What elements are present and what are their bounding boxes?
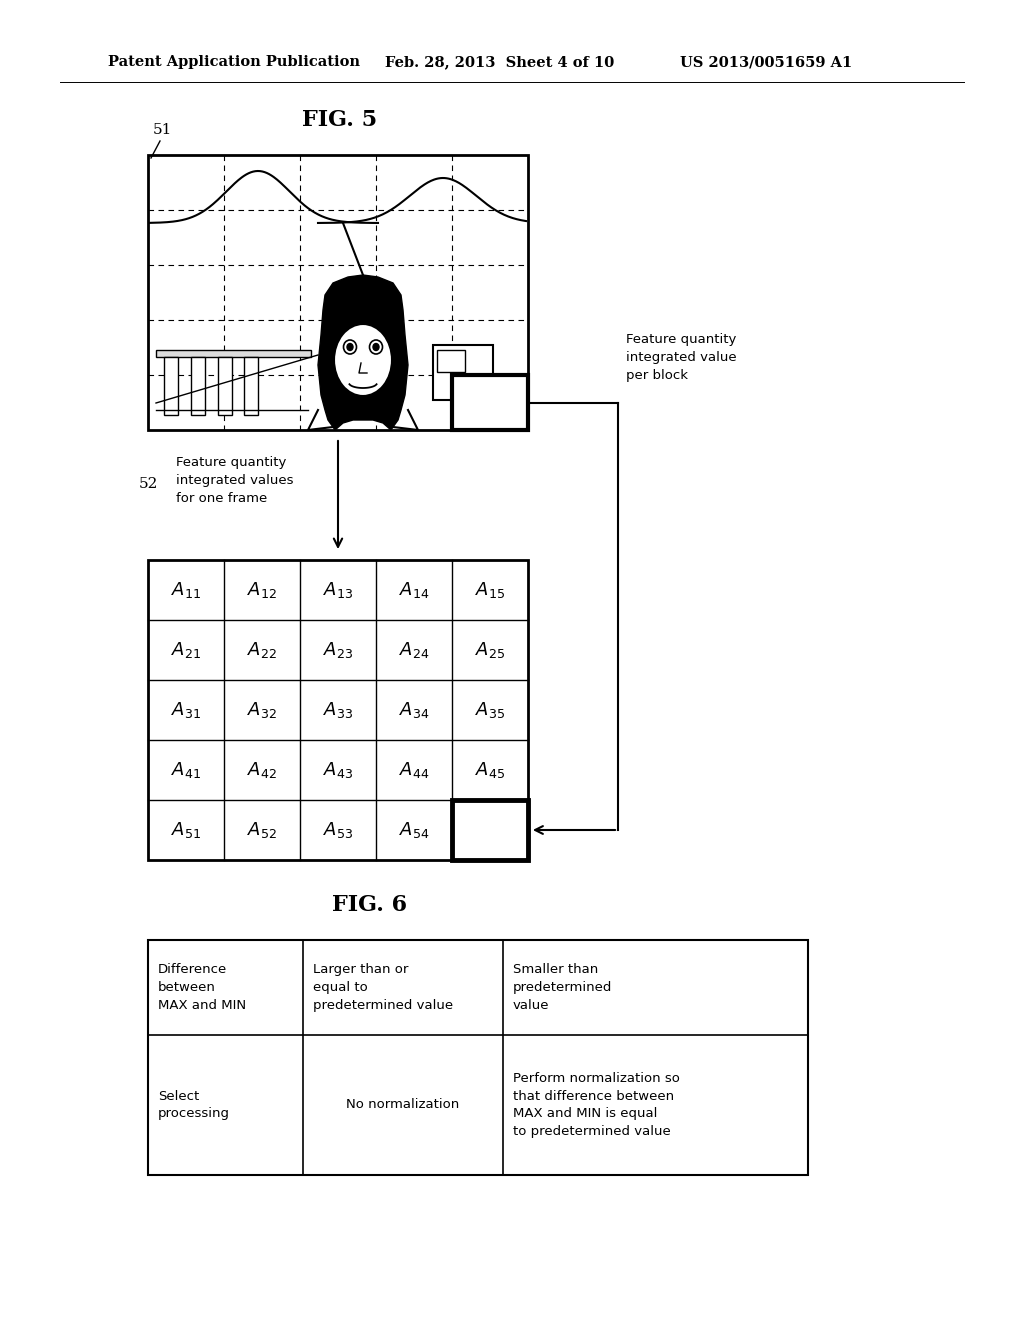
Text: $A_{41}$: $A_{41}$ [171, 760, 201, 780]
Ellipse shape [370, 341, 383, 354]
Text: $A_{32}$: $A_{32}$ [247, 700, 278, 719]
Text: FIG. 6: FIG. 6 [333, 894, 408, 916]
Text: $A_{44}$: $A_{44}$ [398, 760, 429, 780]
Text: Feb. 28, 2013  Sheet 4 of 10: Feb. 28, 2013 Sheet 4 of 10 [385, 55, 614, 69]
Text: Feature quantity
integrated values
for one frame: Feature quantity integrated values for o… [176, 455, 294, 506]
Text: 51: 51 [153, 123, 172, 137]
Text: $A_{21}$: $A_{21}$ [171, 640, 201, 660]
Text: $A_{53}$: $A_{53}$ [323, 820, 353, 840]
Bar [437, 350, 465, 372]
Bar [191, 356, 205, 414]
Text: $A_{42}$: $A_{42}$ [247, 760, 278, 780]
Text: $A_{14}$: $A_{14}$ [398, 579, 429, 601]
Bar [244, 356, 258, 414]
Text: $A_{13}$: $A_{13}$ [323, 579, 353, 601]
Ellipse shape [373, 343, 379, 351]
Bar [148, 940, 808, 1175]
Bar [148, 154, 528, 430]
Text: Difference
between
MAX and MIN: Difference between MAX and MIN [158, 964, 246, 1012]
Text: $A_{34}$: $A_{34}$ [398, 700, 429, 719]
Text: $A_{31}$: $A_{31}$ [171, 700, 201, 719]
Bar [452, 375, 528, 430]
Text: $A_{51}$: $A_{51}$ [171, 820, 201, 840]
Bar [433, 345, 493, 400]
Text: $A_{35}$: $A_{35}$ [475, 700, 505, 719]
Text: $A_{55}$: $A_{55}$ [475, 820, 505, 840]
Text: $A_{43}$: $A_{43}$ [323, 760, 353, 780]
Text: 52: 52 [138, 477, 158, 491]
Text: $A_{25}$: $A_{25}$ [475, 640, 505, 660]
Text: $A_{52}$: $A_{52}$ [247, 820, 278, 840]
Text: $A_{15}$: $A_{15}$ [475, 579, 505, 601]
Bar [156, 350, 311, 356]
Bar [452, 800, 528, 861]
Text: $A_{24}$: $A_{24}$ [398, 640, 429, 660]
Text: Feature quantity
integrated value
per block: Feature quantity integrated value per bl… [626, 334, 736, 383]
Text: No normalization: No normalization [346, 1098, 460, 1111]
Text: Smaller than
predetermined
value: Smaller than predetermined value [513, 964, 612, 1012]
Text: US 2013/0051659 A1: US 2013/0051659 A1 [680, 55, 852, 69]
Text: $A_{54}$: $A_{54}$ [398, 820, 429, 840]
Ellipse shape [347, 343, 353, 351]
Text: Patent Application Publication: Patent Application Publication [108, 55, 360, 69]
Text: $A_{12}$: $A_{12}$ [247, 579, 278, 601]
Text: $A_{22}$: $A_{22}$ [247, 640, 278, 660]
Text: $A_{11}$: $A_{11}$ [171, 579, 201, 601]
Ellipse shape [343, 341, 356, 354]
Text: FIG. 5: FIG. 5 [302, 110, 378, 131]
Bar [148, 560, 528, 861]
Text: Perform normalization so
that difference between
MAX and MIN is equal
to predete: Perform normalization so that difference… [513, 1072, 680, 1138]
Text: Larger than or
equal to
predetermined value: Larger than or equal to predetermined va… [313, 964, 454, 1012]
Bar [218, 356, 232, 414]
Text: Select
processing: Select processing [158, 1089, 230, 1121]
Polygon shape [318, 275, 408, 430]
Text: $A_{45}$: $A_{45}$ [475, 760, 505, 780]
Text: $A_{33}$: $A_{33}$ [323, 700, 353, 719]
Text: $A_{23}$: $A_{23}$ [323, 640, 353, 660]
Bar [164, 356, 178, 414]
Ellipse shape [334, 323, 392, 396]
